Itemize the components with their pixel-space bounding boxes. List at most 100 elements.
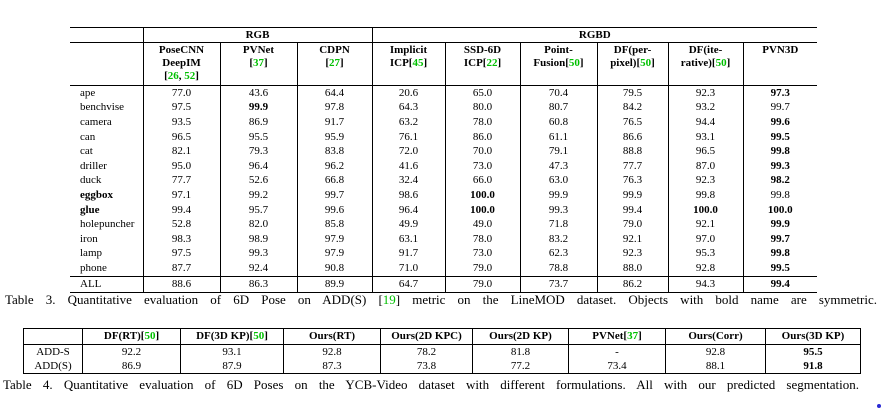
value-cell: 86.9: [219, 115, 297, 130]
value-cell: 76.5: [596, 115, 668, 130]
value-cell: 99.7: [296, 188, 372, 203]
value-cell: 79.0: [596, 217, 668, 232]
table4-header-row: DF(RT)[50] DF(3D KP)[50] Ours(RT) Ours(2D K…: [23, 328, 861, 345]
header-line: PVNet: [221, 44, 297, 57]
value-cell: 97.9: [296, 231, 372, 247]
value-cell: 95.0: [142, 158, 220, 174]
value-cell: 85.8: [296, 217, 372, 232]
value-cell: 79.0: [444, 275, 520, 293]
citation-ref[interactable]: 37: [253, 57, 264, 69]
value-cell: 93.2: [667, 100, 743, 116]
value-cell: 73.7: [519, 275, 597, 293]
value-cell: 99.7: [742, 100, 818, 116]
text-part: DF(3D KP)[: [196, 330, 254, 342]
value-cell: 86.6: [596, 129, 668, 145]
text-part: ] metric on the LineMOD dataset. Objects…: [395, 292, 877, 307]
value-cell: 100.0: [444, 188, 520, 203]
row-label: benchvise: [80, 101, 124, 114]
table3-group-header-row: RGB RGBD: [70, 27, 818, 43]
value-cell: 92.8: [283, 344, 381, 359]
value-cell: 92.8: [665, 344, 766, 359]
value-cell: 70.0: [444, 144, 520, 159]
value-cell: 96.5: [667, 144, 743, 159]
value-cell: 94.3: [667, 275, 743, 293]
citation-ref[interactable]: 50: [568, 57, 580, 69]
value-cell: 81.8: [472, 344, 569, 359]
table4-caption: Table 4. Quantitative evaluation of 6D P…: [3, 377, 859, 393]
value-cell: 73.0: [444, 246, 520, 262]
value-cell: -: [568, 344, 666, 359]
value-cell: 66.8: [296, 173, 372, 189]
col-header-pointfusion: Point- Fusion[50]: [519, 42, 597, 86]
table4-ycb-results: DF(RT)[50] DF(3D KP)[50] Ours(RT) Ours(2D K…: [23, 328, 861, 374]
citation-ref[interactable]: 50: [715, 57, 727, 69]
value-cell: 76.3: [596, 173, 668, 189]
value-cell: 83.2: [519, 231, 597, 247]
col-header-pvn3d: PVN3D: [742, 42, 818, 86]
row-label: can: [80, 130, 96, 143]
text-part: ]: [726, 57, 731, 69]
value-cell: 89.9: [296, 275, 372, 293]
table-row-add(s): ADD(S) 86.9 87.9 87.3 73.8 77.2 73.4 88.1 91.8: [24, 359, 861, 374]
table-row-iron: iron 98.3 98.9 97.9 63.1 78.0 83.2 92.1 97.0 99.7: [70, 231, 818, 247]
value-cell: 52.6: [219, 173, 297, 189]
value-cell: 95.5: [765, 344, 861, 359]
value-cell: 98.2: [742, 173, 818, 189]
citation-ref[interactable]: 26: [167, 70, 179, 82]
header-line: CDPN: [298, 44, 372, 57]
text-part: Fusion[: [533, 57, 569, 69]
text-part: PoseCNN: [158, 44, 205, 56]
value-cell: 65.0: [444, 85, 520, 101]
col-header-ours-rt: Ours(RT): [283, 328, 381, 345]
citation-ref[interactable]: 50: [253, 330, 265, 342]
col-header-pvnet: PVNet[37]: [219, 42, 297, 86]
value-cell: 99.3: [219, 246, 297, 262]
citation-ref[interactable]: 50: [640, 57, 652, 69]
value-cell: 93.5: [142, 115, 220, 130]
value-cell: 99.6: [296, 202, 372, 218]
value-cell: 79.3: [219, 144, 297, 159]
table-row-driller: driller 95.0 96.4 96.2 41.6 73.0 47.3 77.7 87.0 9…: [70, 158, 818, 174]
value-cell: 77.0: [142, 85, 220, 101]
group-header-rgb: RGB: [142, 27, 372, 43]
row-label: driller: [80, 159, 107, 172]
header-line: [26, 52]: [144, 70, 220, 83]
value-cell: 99.8: [742, 144, 818, 159]
value-cell: 100.0: [444, 202, 520, 218]
value-cell: 87.9: [180, 359, 284, 374]
value-cell: 99.3: [742, 158, 818, 174]
citation-ref[interactable]: 45: [412, 57, 424, 69]
header-line: DF(per-: [598, 44, 668, 57]
citation-ref[interactable]: 27: [329, 57, 340, 69]
value-cell: 98.3: [142, 231, 220, 247]
text-part: ICP[: [463, 57, 487, 69]
citation-ref[interactable]: 22: [486, 57, 498, 69]
citation-ref[interactable]: 19: [382, 292, 396, 307]
value-cell: 99.5: [742, 129, 818, 145]
value-cell: 99.5: [742, 261, 818, 277]
text-part: ]: [195, 70, 199, 82]
value-cell: 99.4: [142, 202, 220, 218]
header-line: DF(ite-: [669, 44, 743, 57]
value-cell: 62.3: [519, 246, 597, 262]
value-cell: 64.4: [296, 85, 372, 101]
value-cell: 97.1: [142, 188, 220, 203]
citation-ref[interactable]: 37: [627, 330, 639, 342]
value-cell: 99.7: [742, 231, 818, 247]
value-cell: 92.3: [667, 85, 743, 101]
col-header-df-per-pixel: DF(per-pixel)[50]: [596, 42, 668, 86]
col-header-ssd6d-icp: SSD-6D ICP[22]: [444, 42, 520, 86]
text-part: ]: [423, 57, 428, 69]
col-header-df-iterative: DF(ite-rative)[50]: [667, 42, 743, 86]
row-label: holepuncher: [80, 218, 135, 231]
table3-header-row: PoseCNN DeepIM [26, 52] PVNet [37] CDPN [27] Im…: [70, 42, 818, 86]
value-cell: 97.5: [142, 100, 220, 116]
value-cell: 71.0: [371, 261, 445, 277]
header-line: Fusion[50]: [521, 57, 597, 70]
stray-link-dot: [877, 404, 881, 408]
value-cell: 84.2: [596, 100, 668, 116]
row-label: ADD-S: [36, 345, 70, 358]
text-part: Ours(3D KP): [781, 330, 845, 342]
citation-ref[interactable]: 50: [144, 330, 156, 342]
citation-ref[interactable]: 52: [184, 70, 196, 82]
